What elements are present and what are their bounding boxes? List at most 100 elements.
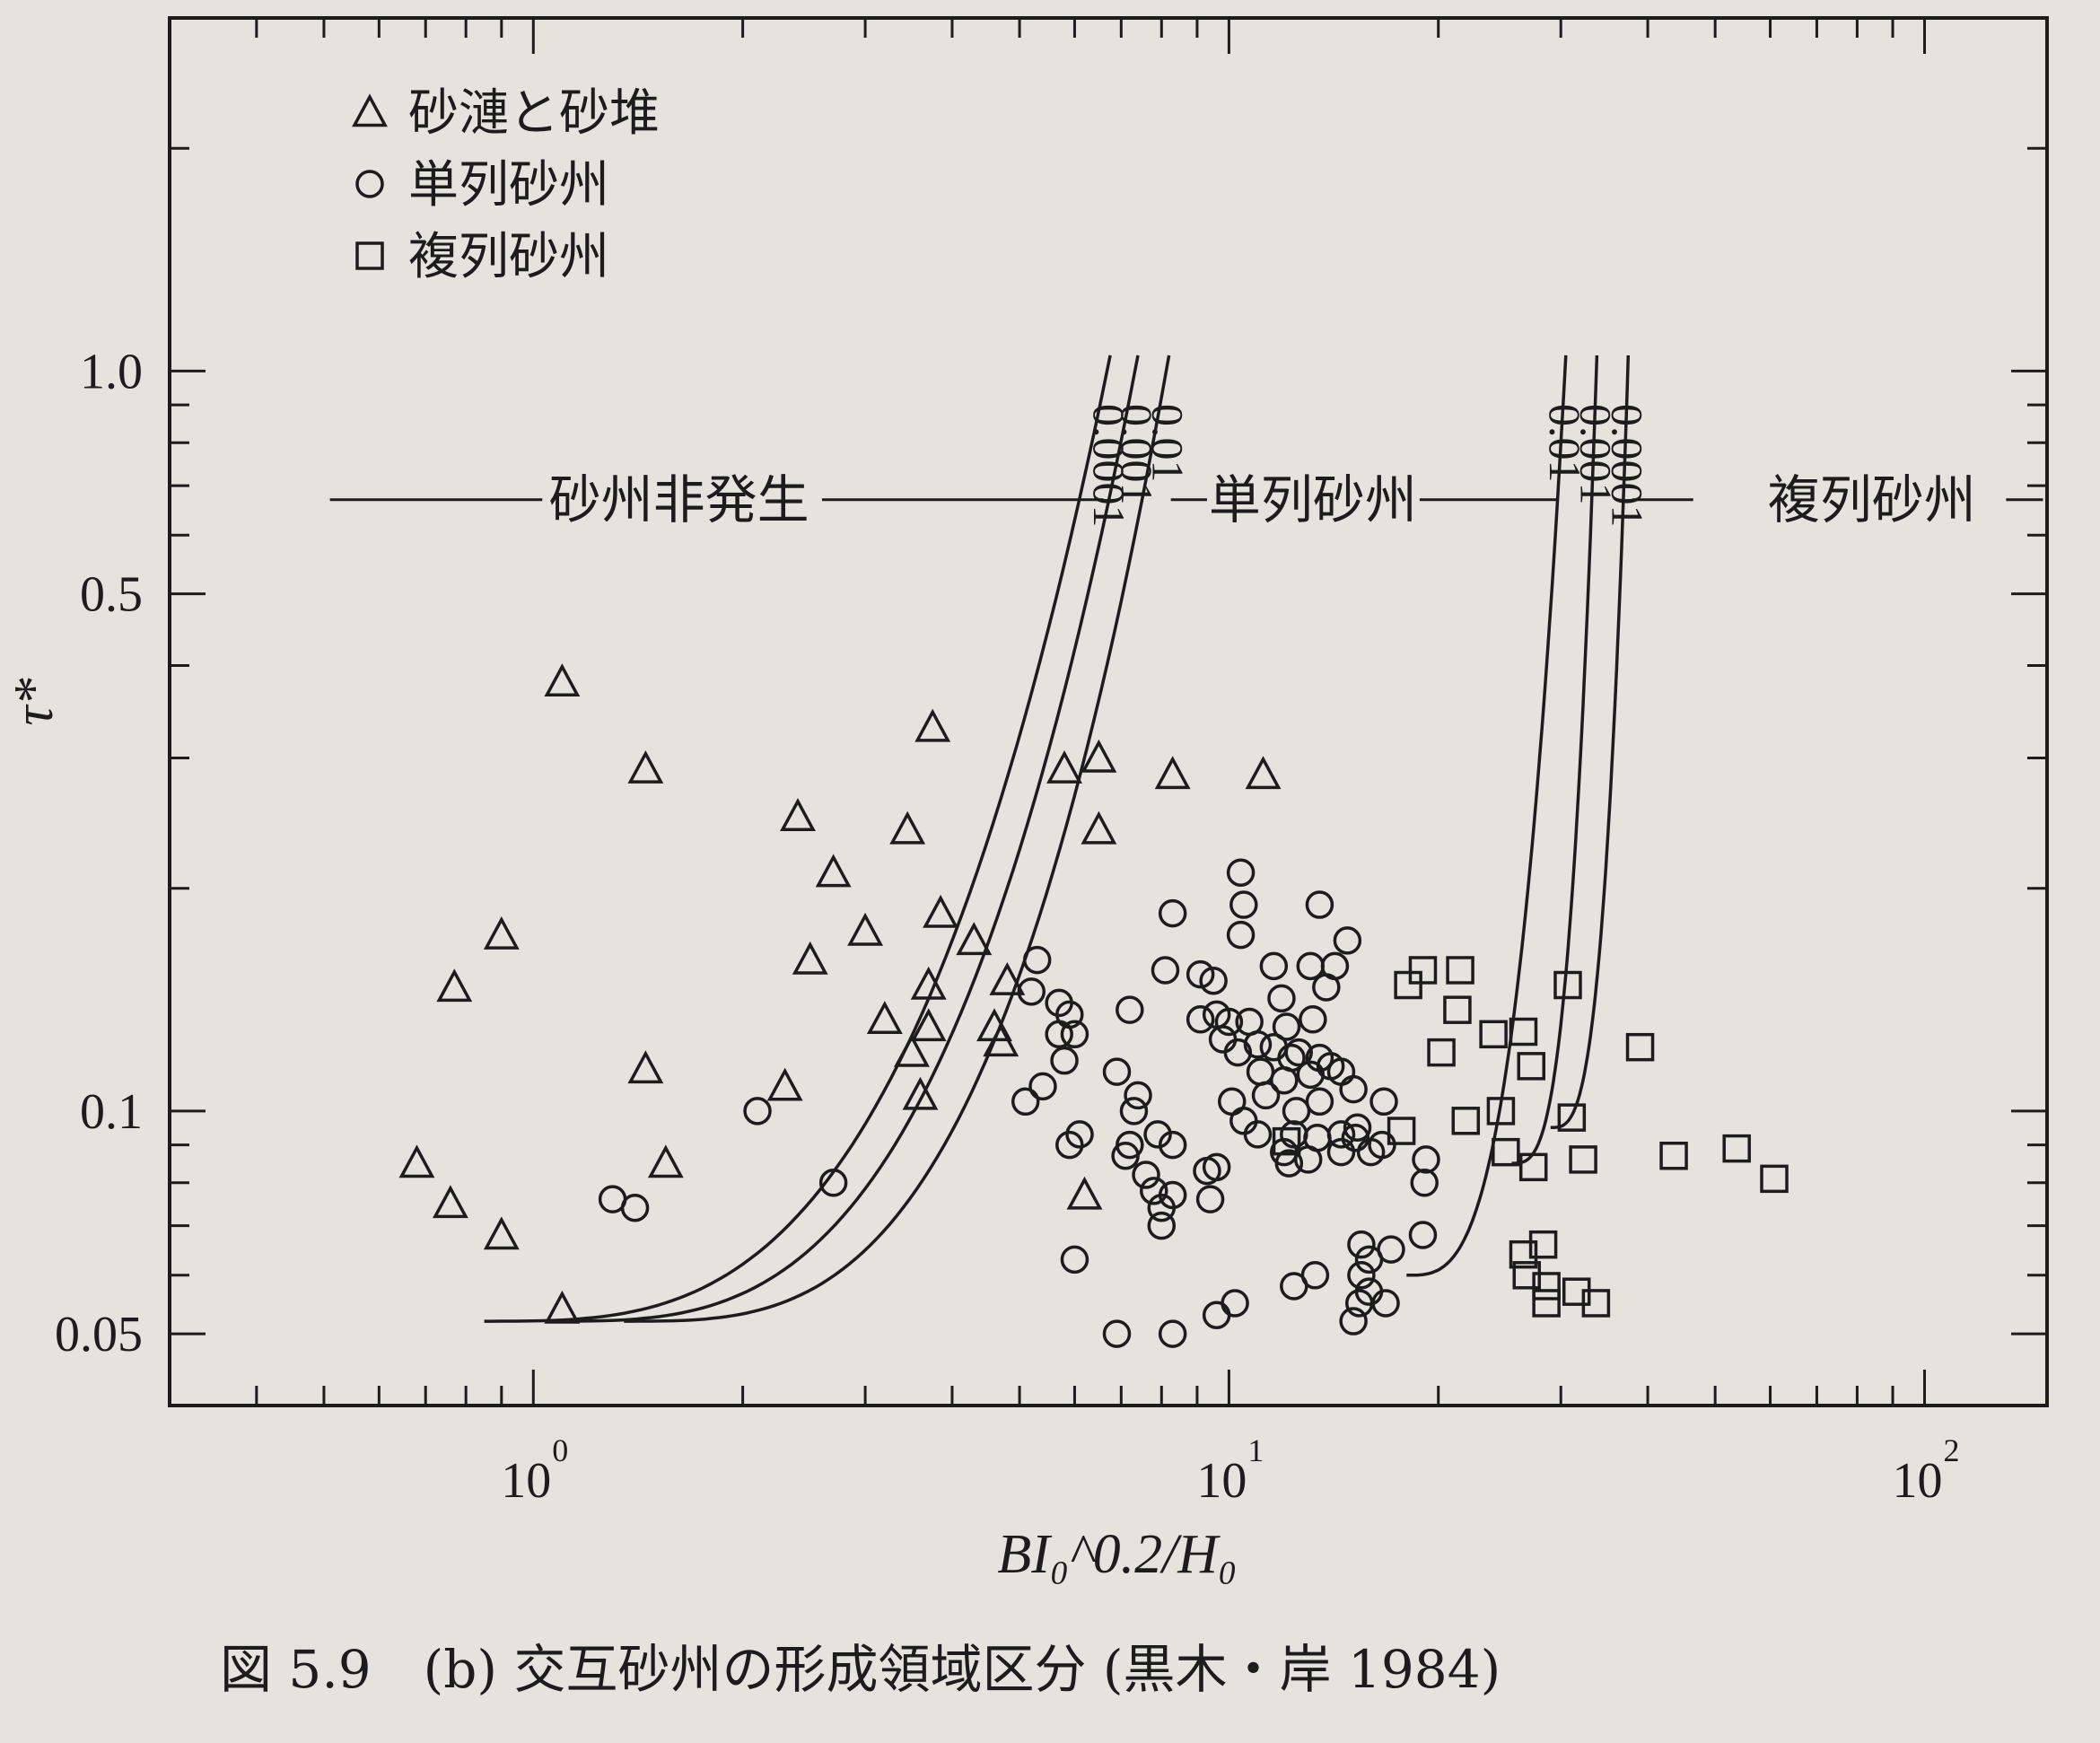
x-tick-label: 10 [1893, 1453, 1943, 1509]
circle-marker [1259, 951, 1289, 981]
circle-marker [1339, 1074, 1368, 1104]
region-label: 複列砂州 [1768, 469, 1976, 530]
x-tick-label: 10 [1196, 1453, 1247, 1509]
square-marker [1509, 1239, 1538, 1269]
y-tick-label: 0.05 [55, 1307, 143, 1362]
x-tick-label-exponent: 2 [1944, 1432, 1960, 1468]
circle-marker [1320, 951, 1350, 981]
square-marker [1518, 1152, 1548, 1182]
circle-marker [1339, 1307, 1368, 1336]
triangle-marker [432, 1185, 468, 1219]
triangle-marker [815, 854, 852, 888]
circle-marker [1140, 1177, 1168, 1205]
circle-marker [1326, 1137, 1356, 1167]
triangle-marker [627, 1050, 664, 1084]
circle-marker [1369, 1087, 1398, 1117]
triangle-marker [894, 1033, 930, 1067]
circle-marker [1202, 1152, 1231, 1182]
circle-marker [1223, 1038, 1253, 1067]
circle-marker [1202, 1301, 1231, 1329]
circle-marker [1065, 1120, 1094, 1149]
square-marker [1451, 1107, 1481, 1135]
legend-label: 砂漣と砂堆 [408, 84, 660, 143]
boundary-curve-label-right: 0.01 [1540, 404, 1590, 483]
square-marker [1553, 970, 1582, 1000]
circle-marker [1303, 1124, 1332, 1152]
triangle-marker [483, 1216, 520, 1250]
circle-marker [1377, 1235, 1405, 1264]
x-tick-label-exponent: 1 [1247, 1432, 1264, 1468]
square-marker [1479, 1020, 1508, 1049]
legend-label: 単列砂州 [408, 156, 609, 215]
circle-marker [1217, 1087, 1247, 1117]
circle-marker [1333, 926, 1362, 955]
triangle-marker [780, 798, 816, 831]
circle-marker [1011, 1087, 1040, 1117]
region-dividers: 砂州非発生 単列砂州 複列砂州 [329, 469, 2043, 530]
square-marker [1446, 956, 1474, 985]
triangle-marker [847, 912, 884, 946]
square-marker [1722, 1134, 1751, 1163]
triangle-marker [1081, 739, 1117, 773]
circle-marker [1229, 890, 1258, 919]
circle-marker [818, 1169, 848, 1197]
x-tick-label: 10 [501, 1453, 551, 1509]
circle-marker [1243, 1030, 1273, 1059]
data-points [398, 663, 1789, 1348]
circle-marker [1124, 1081, 1152, 1110]
triangle-marker [910, 966, 947, 1000]
triangle-marker [914, 708, 951, 742]
boundary-curve-label-left: 0.01 [1143, 404, 1194, 483]
circle-marker [743, 1097, 772, 1126]
circle-marker [1158, 1319, 1187, 1348]
circle-marker [1060, 1020, 1089, 1049]
triangle-marker [910, 1008, 947, 1042]
circle-marker [1158, 1130, 1187, 1160]
y-tick-label: 1.0 [80, 344, 143, 399]
y-tick-label: 0.5 [80, 567, 143, 623]
region-label: 砂州非発生 [549, 469, 809, 530]
circle-marker [1412, 1145, 1440, 1174]
square-marker [1512, 1261, 1542, 1290]
triangle-marker [647, 1144, 684, 1178]
boundary-curve-right [1550, 355, 1631, 1130]
boundary-curves [484, 355, 1631, 1323]
triangle-marker [544, 1290, 581, 1324]
circle-marker [1199, 966, 1228, 995]
circle-marker [1195, 1185, 1225, 1213]
circle-marker [1226, 858, 1256, 887]
triangle-marker [1046, 749, 1082, 784]
circle-marker [1347, 1261, 1376, 1290]
circle-marker [1143, 1120, 1172, 1149]
circle-marker [1102, 1319, 1132, 1348]
square-marker [1443, 995, 1472, 1024]
circle-marker [1229, 1107, 1258, 1135]
circle-marker [1055, 1000, 1084, 1029]
legend-label: 複列砂州 [408, 228, 609, 286]
circle-marker [1299, 1005, 1327, 1034]
circle-marker [1186, 1005, 1215, 1034]
triangle-marker [923, 894, 959, 928]
square-marker [1760, 1164, 1789, 1194]
triangle-marker [436, 968, 473, 1003]
triangle-marker [1081, 810, 1117, 845]
circle-marker [1050, 1046, 1079, 1075]
circle-marker [1017, 977, 1046, 1006]
circle-marker [1243, 1120, 1273, 1149]
circle-marker [1251, 1081, 1281, 1110]
circle-marker [1116, 1130, 1144, 1160]
circle-marker [1246, 1057, 1275, 1086]
boundary-curve-right [1406, 355, 1568, 1277]
boundary-curve-left [484, 355, 1112, 1323]
circle-marker [1326, 1120, 1356, 1149]
square-marker [1528, 1230, 1558, 1259]
triangle-marker [1066, 1176, 1103, 1210]
square-marker [1486, 1097, 1516, 1126]
circle-marker [1282, 1097, 1311, 1126]
circle-marker [1410, 1169, 1439, 1197]
square-marker [1408, 956, 1438, 985]
triangle-marker [889, 810, 926, 845]
triangle-marker [1245, 756, 1282, 790]
